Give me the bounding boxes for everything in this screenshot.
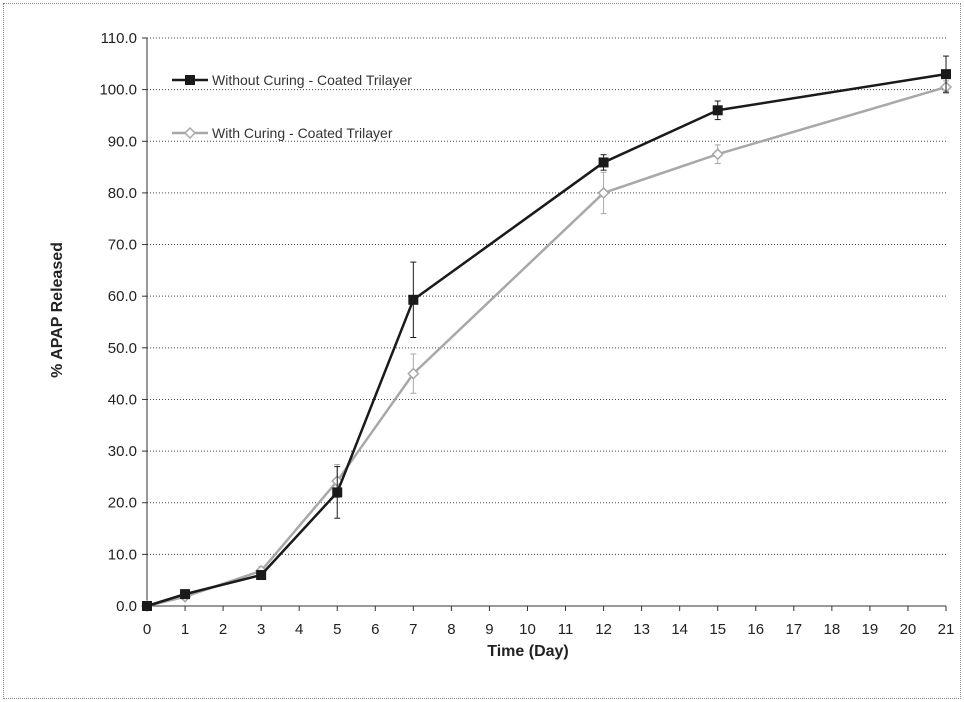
x-tick-label: 18 [824, 621, 841, 638]
x-tick-label: 12 [595, 621, 612, 638]
y-tick-label: 100.0 [99, 82, 137, 99]
x-axis-label: Time (Day) [487, 643, 569, 660]
y-tick-label: 30.0 [108, 443, 137, 460]
y-tick-label: 50.0 [108, 340, 137, 357]
x-tick-label: 1 [181, 621, 189, 638]
data-point [407, 367, 420, 380]
x-tick-label: 0 [143, 621, 151, 638]
x-tick-label: 3 [257, 621, 265, 638]
y-tick-label: 90.0 [108, 133, 137, 150]
x-tick-label: 15 [709, 621, 726, 638]
legend-marker [183, 126, 197, 140]
chart-frame [3, 3, 961, 699]
data-point [941, 69, 951, 80]
legend-marker [185, 75, 195, 85]
y-tick-label: 0.0 [116, 598, 137, 615]
y-tick-label: 70.0 [108, 237, 137, 254]
series-1 [142, 55, 951, 611]
x-tick-label: 17 [785, 621, 802, 638]
x-tick-label: 4 [295, 621, 303, 638]
y-axis-label: % APAP Released [49, 242, 66, 378]
x-tick-label: 11 [558, 621, 574, 638]
y-tick-label: 20.0 [108, 495, 137, 512]
x-tick-label: 5 [333, 621, 341, 638]
x-tick-label: 16 [747, 621, 764, 638]
data-point [180, 589, 191, 600]
grid-lines [147, 37, 946, 555]
data-point [711, 148, 724, 161]
series-line [146, 72, 947, 608]
axes [142, 37, 947, 611]
x-tick-label: 20 [900, 621, 917, 638]
y-tick-label: 10.0 [108, 546, 137, 563]
x-tick-label: 10 [519, 621, 536, 638]
legend-label: With Curing - Coated Trilayer [212, 125, 393, 141]
x-tick-label: 13 [633, 621, 650, 638]
data-point [712, 105, 723, 116]
data-point [142, 601, 152, 611]
legend-label: Without Curing - Coated Trilayer [212, 72, 412, 88]
data-point [598, 157, 609, 168]
x-tick-label: 6 [371, 621, 379, 638]
series-group [140, 55, 953, 613]
x-tick-labels: 0 1 2 3 4 5 6 7 8 9 10 11 12 13 14 15 16 17 18 19 20 21 [143, 621, 955, 638]
x-tick-label: 2 [219, 621, 227, 638]
x-tick-label: 19 [862, 621, 879, 638]
data-point [256, 570, 267, 581]
series-2 [140, 80, 953, 613]
data-point [408, 294, 419, 305]
x-tick-label: 21 [938, 621, 955, 638]
x-tick-label: 9 [485, 621, 493, 638]
y-tick-labels: 0.0 10.0 20.0 30.0 40.0 50.0 60.0 70.0 80.0 90.0 1… [99, 30, 137, 615]
y-tick-label: 110.0 [101, 30, 137, 47]
y-tick-label: 60.0 [108, 288, 137, 305]
x-tick-label: 8 [447, 621, 455, 638]
y-tick-label: 40.0 [108, 391, 137, 408]
series-line [146, 85, 947, 608]
x-tick-label: 7 [409, 621, 417, 638]
x-tick-label: 14 [671, 621, 688, 638]
legend: Without Curing - Coated Trilayer With Cur… [172, 72, 412, 141]
data-point [597, 186, 610, 199]
data-point [332, 487, 343, 498]
y-tick-label: 80.0 [108, 185, 137, 202]
